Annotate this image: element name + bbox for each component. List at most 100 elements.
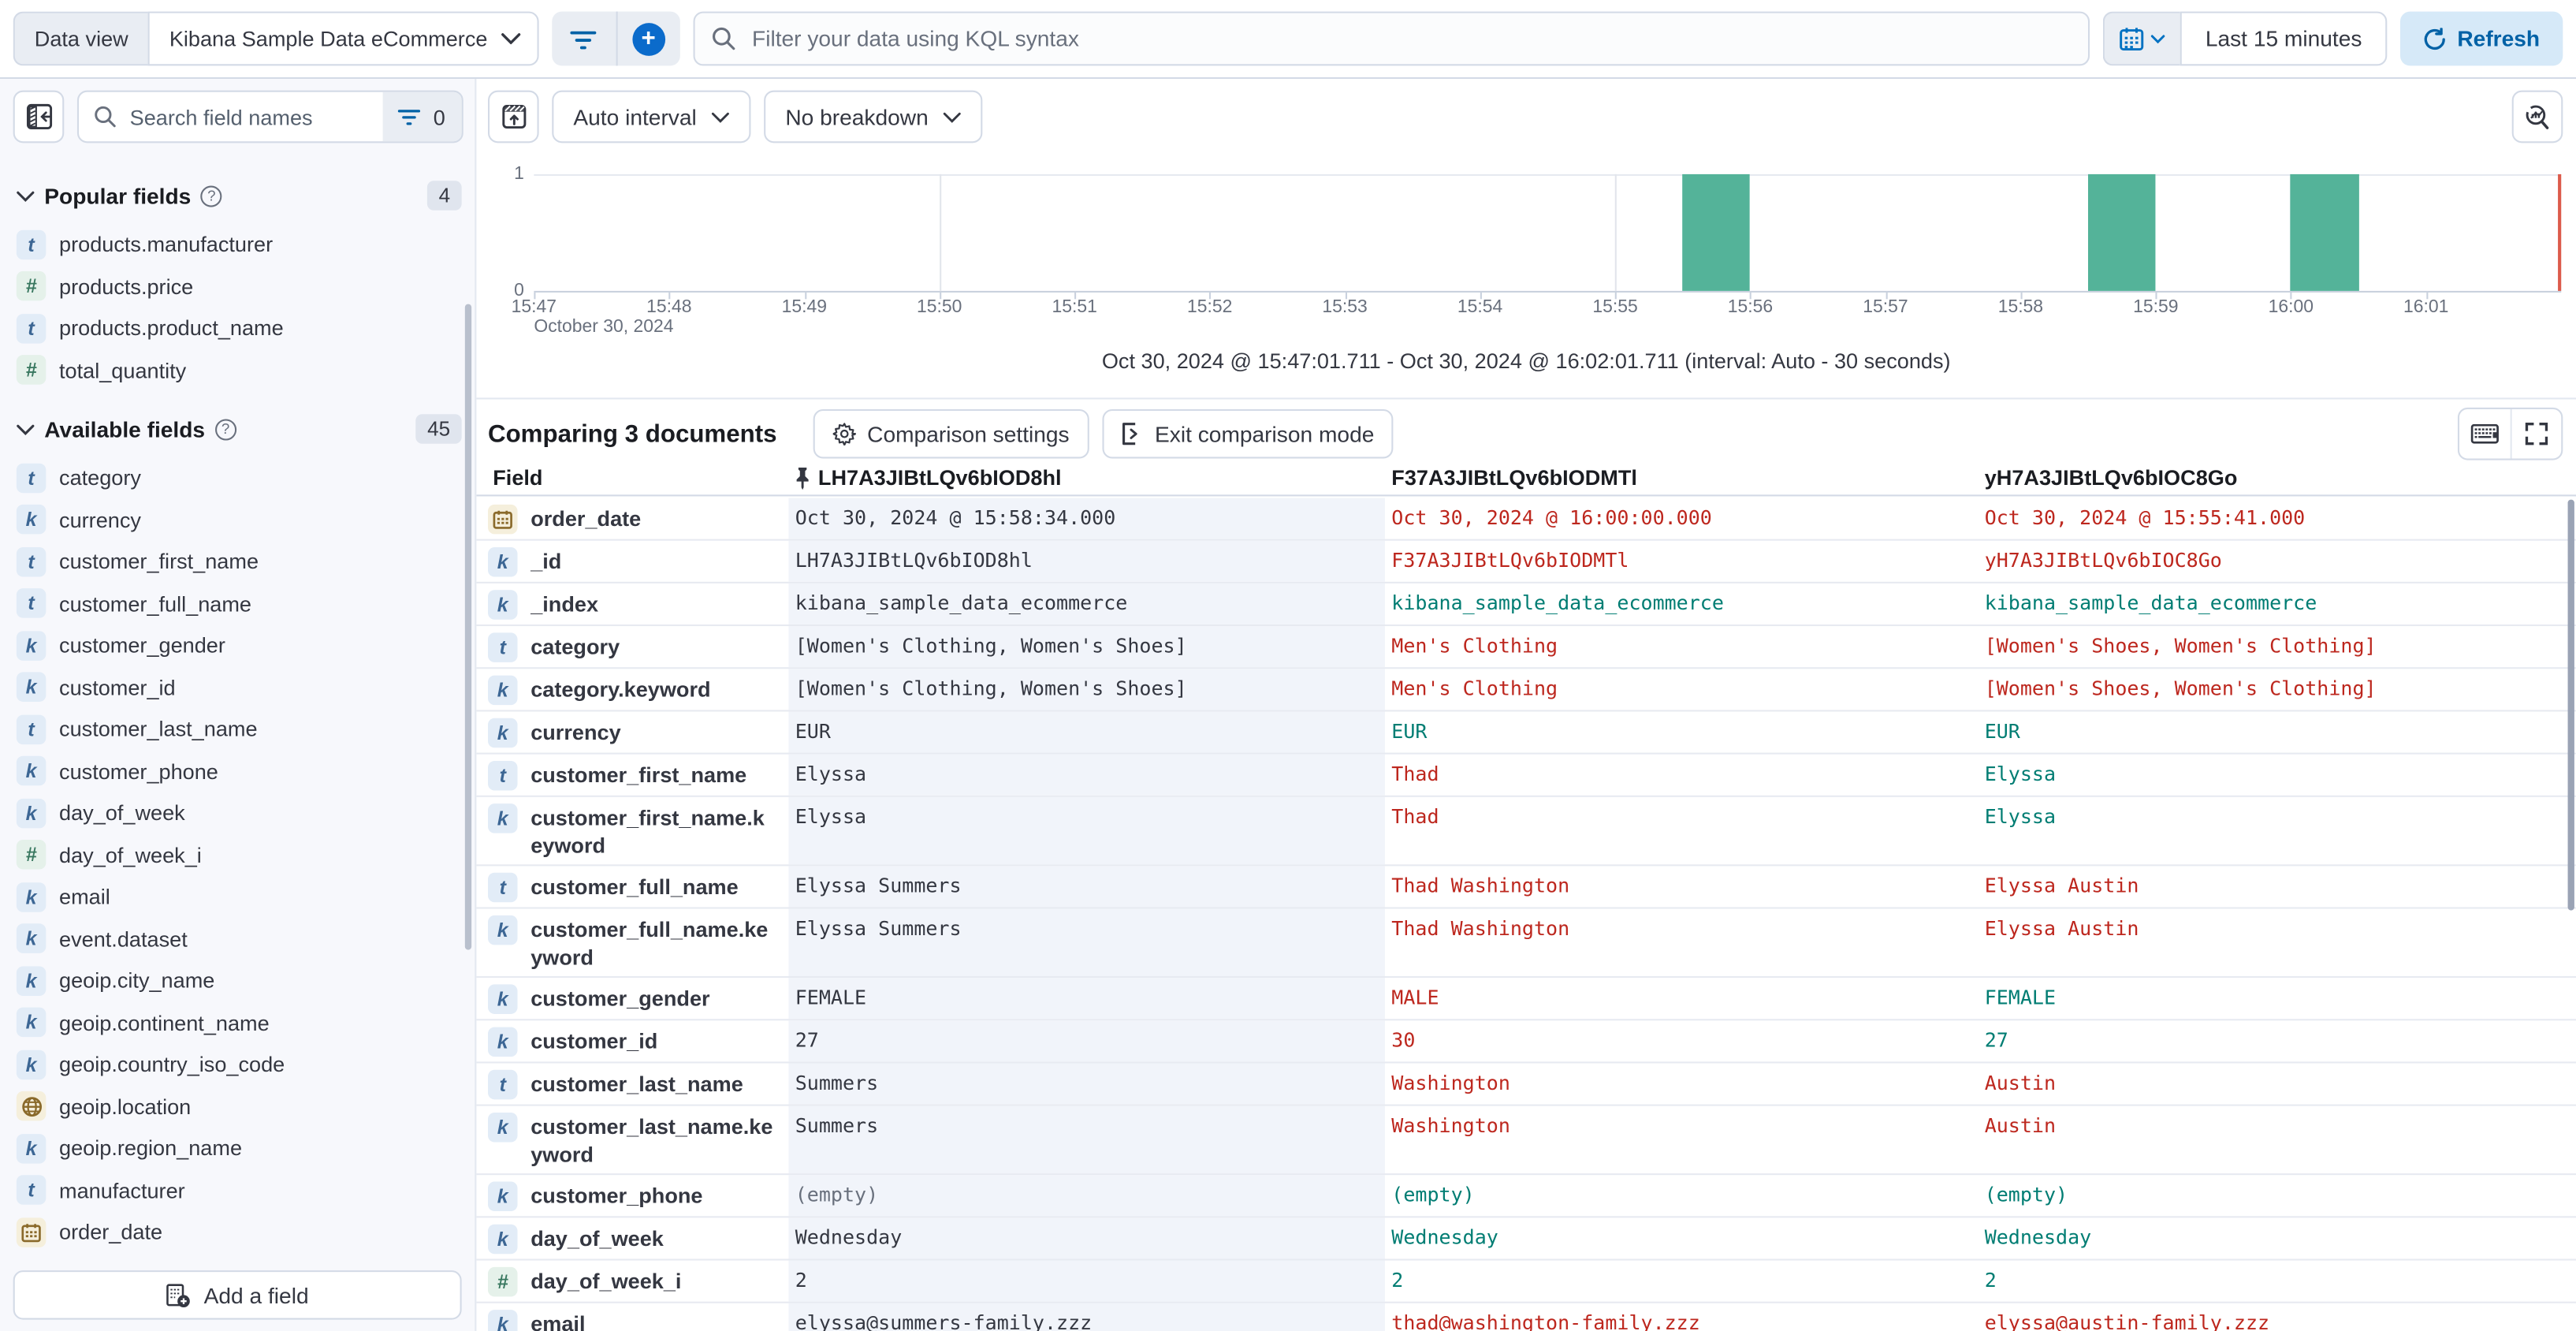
field-list-item[interactable]: k geoip.country_iso_code xyxy=(13,1043,462,1085)
field-list-item[interactable]: k geoip.city_name xyxy=(13,960,462,1001)
doc-column-header[interactable]: yH7A3JIBtLQv6bIOC8Go xyxy=(1978,465,2576,490)
value-cell[interactable]: 30 xyxy=(1391,1028,1416,1052)
value-cell[interactable]: Thad xyxy=(1391,805,1439,829)
field-list-item[interactable]: t products.manufacturer xyxy=(13,223,462,265)
field-cell[interactable]: k email xyxy=(476,1303,788,1331)
value-cell[interactable]: Elyssa Austin xyxy=(1984,916,2139,941)
value-cell[interactable]: EUR xyxy=(788,711,1385,753)
value-cell[interactable]: Elyssa Summers xyxy=(788,908,1385,977)
value-cell[interactable]: Austin xyxy=(1984,1114,2057,1138)
field-cell[interactable]: t category xyxy=(476,626,788,667)
value-cell[interactable]: Elyssa Summers xyxy=(788,866,1385,908)
comparison-settings-button[interactable]: Comparison settings xyxy=(813,408,1089,459)
value-cell[interactable]: Wednesday xyxy=(1391,1225,1498,1249)
field-search[interactable]: 0 xyxy=(76,90,463,144)
doc-column-header[interactable]: LH7A3JIBtLQv6bIOD8hl xyxy=(788,465,1385,490)
field-list-item[interactable]: k day_of_week xyxy=(13,792,462,834)
value-cell[interactable]: Oct 30, 2024 @ 15:58:34.000 xyxy=(788,498,1385,539)
histogram-chart[interactable]: 1 0 15:47 15:48 15:49 15:50 15:51 15:52 15:53 15:… xyxy=(476,164,2576,338)
value-cell[interactable]: Austin xyxy=(1984,1071,2057,1095)
value-cell[interactable]: MALE xyxy=(1391,986,1439,1009)
add-field-button[interactable]: Add a field xyxy=(13,1270,462,1320)
value-cell[interactable]: 27 xyxy=(1984,1028,2008,1052)
field-list-item[interactable]: t customer_full_name xyxy=(13,583,462,624)
value-cell[interactable]: kibana_sample_data_ecommerce xyxy=(1984,591,2317,615)
value-cell[interactable]: Elyssa xyxy=(788,754,1385,796)
value-cell[interactable]: kibana_sample_data_ecommerce xyxy=(788,583,1385,624)
value-cell[interactable]: Elyssa Austin xyxy=(1984,874,2139,897)
refresh-button[interactable]: Refresh xyxy=(2399,11,2563,66)
field-cell[interactable]: # day_of_week_i xyxy=(476,1261,788,1302)
time-range-value[interactable]: Last 15 minutes xyxy=(2180,11,2387,66)
collapse-sidebar-button[interactable] xyxy=(13,90,65,144)
field-list-item[interactable]: t category xyxy=(13,457,462,498)
date-picker-button[interactable] xyxy=(2103,11,2181,66)
field-list-item[interactable]: # total_quantity xyxy=(13,349,462,391)
field-cell[interactable]: k customer_first_name.keyword xyxy=(476,797,788,864)
value-cell[interactable]: Thad xyxy=(1391,762,1439,786)
field-cell[interactable]: k _index xyxy=(476,583,788,624)
field-list-item[interactable]: t customer_last_name xyxy=(13,708,462,750)
field-list-item[interactable]: k email xyxy=(13,876,462,918)
histogram-bar[interactable] xyxy=(2291,173,2359,291)
value-cell[interactable]: Thad Washington xyxy=(1391,916,1570,941)
field-list-item[interactable]: k customer_phone xyxy=(13,750,462,792)
field-list-item[interactable]: # products.price xyxy=(13,266,462,308)
field-section-header-available[interactable]: Available fields? 45 xyxy=(17,414,462,444)
field-cell[interactable]: t customer_full_name xyxy=(476,866,788,907)
value-cell[interactable]: FEMALE xyxy=(1984,986,2057,1009)
field-list-item[interactable]: # day_of_week_i xyxy=(13,834,462,876)
add-filter-button[interactable] xyxy=(552,12,616,66)
table-scrollbar[interactable] xyxy=(2567,499,2574,911)
value-cell[interactable]: (empty) xyxy=(788,1175,1385,1217)
value-cell[interactable]: EUR xyxy=(1391,719,1428,744)
field-cell[interactable]: k customer_gender xyxy=(476,978,788,1019)
field-list-item[interactable]: geoip.location xyxy=(13,1086,462,1128)
hide-chart-button[interactable] xyxy=(488,90,539,144)
value-cell[interactable]: yH7A3JIBtLQv6bIOC8Go xyxy=(1984,549,2222,572)
value-cell[interactable]: Wednesday xyxy=(788,1217,1385,1259)
value-cell[interactable]: Thad Washington xyxy=(1391,874,1570,897)
value-cell[interactable]: [Women's Shoes, Women's Clothing] xyxy=(1984,634,2377,658)
value-cell[interactable]: Washington xyxy=(1391,1114,1510,1138)
field-list-item[interactable]: k event.dataset xyxy=(13,918,462,960)
histogram-bar[interactable] xyxy=(1682,173,1751,291)
value-cell[interactable]: elyssa@summers-family.zzz xyxy=(788,1303,1385,1331)
data-view-picker[interactable]: Data view Kibana Sample Data eCommerce xyxy=(13,11,539,66)
field-cell[interactable]: k _id xyxy=(476,541,788,582)
value-cell[interactable]: kibana_sample_data_ecommerce xyxy=(1391,591,1724,615)
field-list-item[interactable]: t customer_first_name xyxy=(13,541,462,583)
field-cell[interactable]: t customer_last_name xyxy=(476,1063,788,1104)
value-cell[interactable]: Elyssa xyxy=(788,796,1385,865)
field-list-item[interactable]: k customer_gender xyxy=(13,624,462,666)
field-search-input[interactable] xyxy=(116,104,383,129)
histogram-bar[interactable] xyxy=(2088,173,2156,291)
field-cell[interactable]: k day_of_week xyxy=(476,1217,788,1258)
value-cell[interactable]: [Women's Clothing, Women's Shoes] xyxy=(788,669,1385,710)
value-cell[interactable]: Elyssa xyxy=(1984,805,2057,829)
keyboard-shortcuts-button[interactable] xyxy=(2459,409,2511,459)
value-cell[interactable]: thad@washington-family.zzz xyxy=(1391,1311,1700,1331)
value-cell[interactable]: 2 xyxy=(1391,1268,1404,1292)
value-cell[interactable]: FEMALE xyxy=(788,978,1385,1020)
value-cell[interactable]: [Women's Clothing, Women's Shoes] xyxy=(788,626,1385,668)
fullscreen-button[interactable] xyxy=(2510,408,2562,459)
doc-column-header[interactable]: F37A3JIBtLQv6bIODMTl xyxy=(1385,465,1978,490)
value-cell[interactable]: Summers xyxy=(788,1105,1385,1174)
value-cell[interactable]: Men's Clothing xyxy=(1391,634,1558,658)
field-list-item[interactable]: t products.product_name xyxy=(13,308,462,349)
field-cell[interactable]: k customer_last_name.keyword xyxy=(476,1106,788,1173)
breakdown-select[interactable]: No breakdown xyxy=(764,90,983,144)
value-cell[interactable]: 27 xyxy=(788,1020,1385,1062)
interval-select[interactable]: Auto interval xyxy=(552,90,751,144)
add-control-button[interactable]: + xyxy=(616,11,679,66)
value-cell[interactable]: (empty) xyxy=(1984,1183,2068,1206)
field-list-item[interactable]: t manufacturer xyxy=(13,1169,462,1211)
histogram-plot-area[interactable]: 1 0 15:47 15:48 15:49 15:50 15:51 15:52 15:53 15:… xyxy=(512,164,2562,337)
value-cell[interactable]: 2 xyxy=(788,1260,1385,1302)
field-cell[interactable]: k category.keyword xyxy=(476,669,788,710)
field-cell[interactable]: k customer_full_name.keyword xyxy=(476,909,788,976)
value-cell[interactable]: Men's Clothing xyxy=(1391,677,1558,700)
value-cell[interactable]: LH7A3JIBtLQv6bIOD8hl xyxy=(788,540,1385,582)
value-cell[interactable]: Washington xyxy=(1391,1071,1510,1095)
